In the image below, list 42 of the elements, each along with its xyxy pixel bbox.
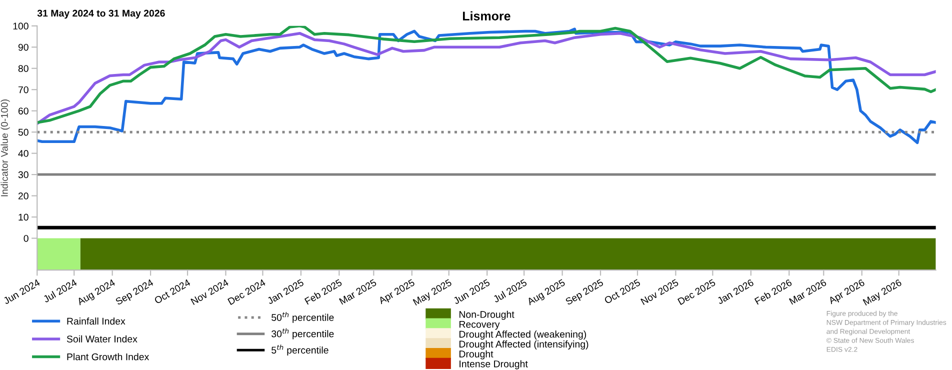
y-tick-label: 90 bbox=[18, 44, 28, 51]
chart-title: Lismore bbox=[462, 11, 510, 20]
y-tick-label: 20 bbox=[18, 192, 28, 200]
x-tick-label: Jul 2024 bbox=[42, 278, 78, 303]
legend-label: Drought bbox=[460, 350, 494, 360]
y-tick-label: 70 bbox=[18, 86, 28, 94]
y-tick-label: 10 bbox=[18, 214, 28, 221]
y-tick-label: 50 bbox=[18, 128, 28, 136]
line-series bbox=[37, 28, 936, 144]
legend-label: Soil Water Index bbox=[66, 335, 138, 342]
x-tick-label: Oct 2024 bbox=[154, 278, 191, 304]
legend-label: Intense Drought bbox=[460, 360, 528, 370]
y-tick-label: 30 bbox=[18, 171, 28, 178]
x-tick-label: Jan 2025 bbox=[266, 278, 304, 305]
legend-label: 50$^{th}$ percentile bbox=[272, 312, 334, 323]
y-tick-label: 60 bbox=[18, 108, 28, 114]
y-tick-label: 100 bbox=[13, 22, 28, 30]
x-tick-label: Sep 2024 bbox=[115, 278, 155, 307]
legend-label: Non-Drought bbox=[460, 310, 514, 320]
legend-label: Recovery bbox=[460, 320, 500, 330]
legend-label: Rainfall Index bbox=[67, 318, 126, 325]
x-tick-label: Jun 2024 bbox=[2, 278, 40, 305]
x-tick-label: Nov 2025 bbox=[640, 278, 679, 306]
legend-label: 5$^{th}$ percentile bbox=[272, 344, 328, 356]
x-tick-label: Aug 2025 bbox=[526, 278, 566, 308]
legend-label: Plant Growth Index bbox=[67, 353, 150, 360]
legend-label: Drought Affected (weakening) bbox=[460, 330, 586, 340]
x-tick-label: Jun 2025 bbox=[452, 278, 490, 305]
y-tick-label: 40 bbox=[18, 150, 28, 157]
legend-label: Drought Affected (intensifying) bbox=[460, 340, 588, 350]
chart-subtitle: 31 May 2024 to 31 May 2026 bbox=[37, 10, 165, 19]
legend-label: 30$^{th}$ percentile bbox=[272, 328, 334, 340]
y-tick-label: 80 bbox=[18, 65, 28, 72]
y-tick-label: 0 bbox=[24, 234, 28, 242]
x-tick-label: Jul 2025 bbox=[492, 278, 528, 303]
x-tick-label: Aug 2024 bbox=[76, 278, 117, 308]
y-axis-title: Indicator Value (0-100) bbox=[0, 100, 10, 196]
x-tick-label: Dec 2025 bbox=[677, 278, 716, 306]
x-tick-label: Sep 2025 bbox=[564, 278, 605, 307]
x-tick-label: Jan 2026 bbox=[716, 278, 754, 305]
x-tick-label: Dec 2024 bbox=[228, 278, 266, 306]
x-tick-label: Oct 2025 bbox=[604, 278, 641, 304]
